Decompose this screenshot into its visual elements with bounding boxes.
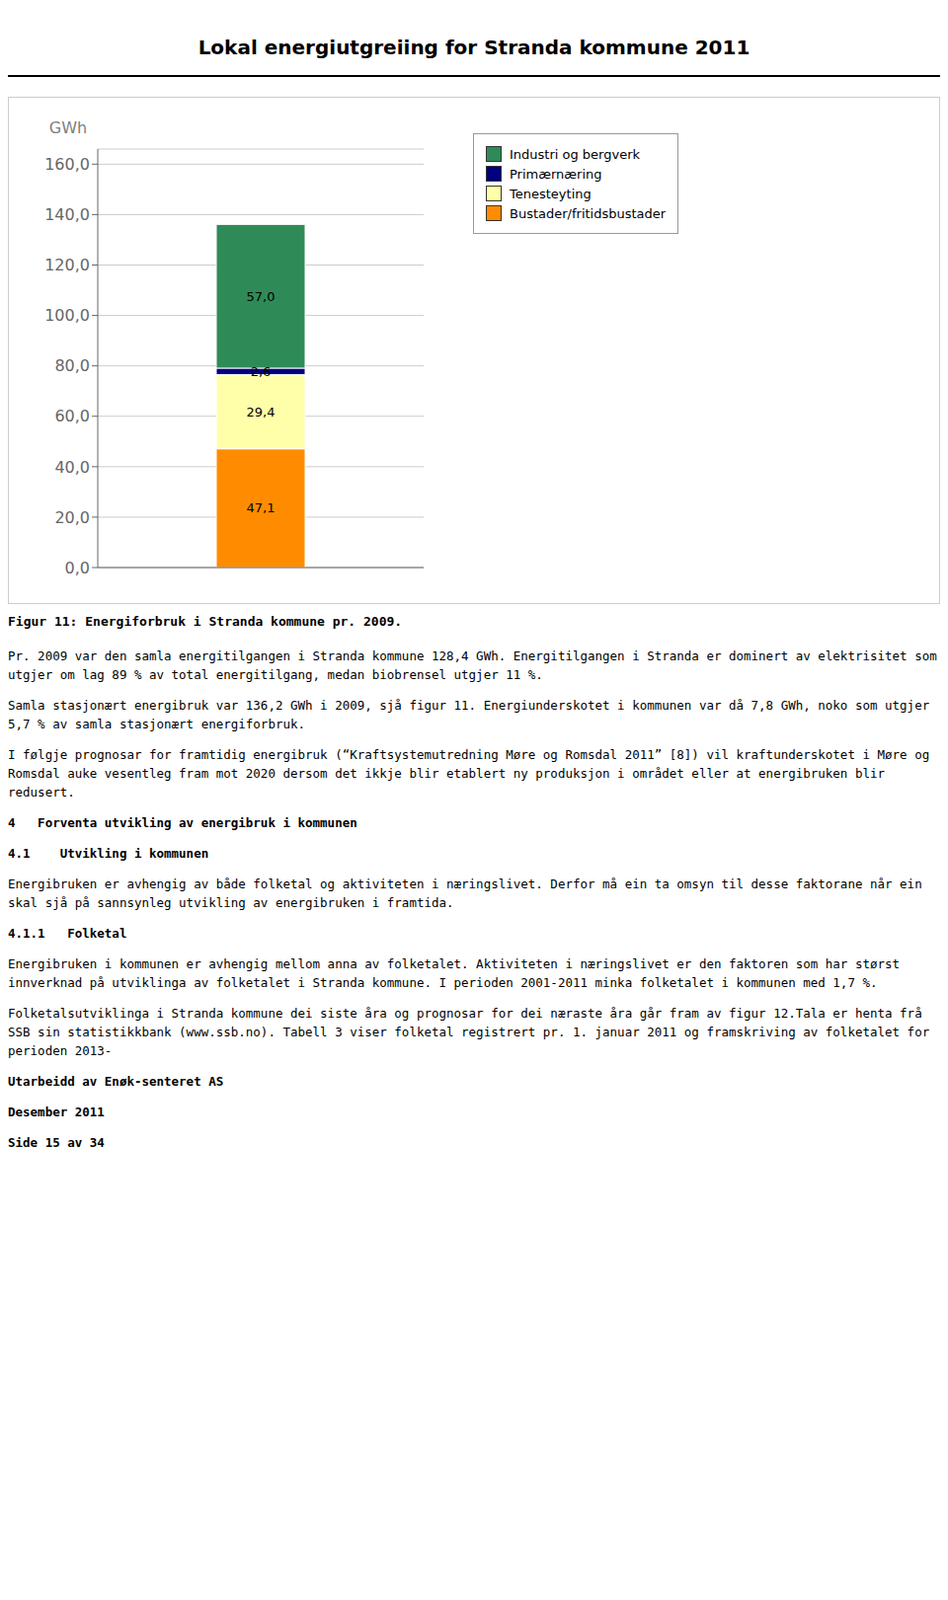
html-text:I følgje prognosar for framtid: I følgje prognosar for framtidig energib… xyxy=(7,747,937,800)
html-text:Energibruken i kommunen er avh: Energibruken i kommunen er avhengig mell… xyxy=(7,956,908,991)
html-text:Side 15 av 34: Side 15 av 34 xyxy=(7,1135,105,1151)
svg-text:160,0: 160,0 xyxy=(44,155,90,174)
html-text:Bustader/fritidsbustader: Bustader/fritidsbustader xyxy=(509,205,666,221)
svg-text:80,0: 80,0 xyxy=(54,356,90,376)
html-text:Figur 11: Energiforbruk i Stra: Figur 11: Energiforbruk i Stranda kommun… xyxy=(7,614,403,630)
html-text:4.1 Utvikling i kommunen: 4.1 Utvikling i kommunen xyxy=(7,846,209,862)
svg-text:2,6: 2,6 xyxy=(250,364,272,380)
html-text:4.1.1 Folketal: 4.1.1 Folketal xyxy=(7,926,127,942)
svg-text:20,0: 20,0 xyxy=(54,508,90,528)
html-text:4 Forventa utvikling av energi: 4 Forventa utvikling av energibruk i kom… xyxy=(7,815,358,831)
html-text:Industri og bergverk: Industri og bergverk xyxy=(509,146,640,162)
svg-text:40,0: 40,0 xyxy=(54,458,90,477)
html-text:Pr. 2009 var den samla energit: Pr. 2009 var den samla energitilgangen i… xyxy=(7,648,945,683)
svg-text:140,0: 140,0 xyxy=(44,205,90,225)
svg-text:GWh: GWh xyxy=(49,118,87,138)
svg-text:0,0: 0,0 xyxy=(65,558,90,578)
html-text:Lokal energiutgreiing for Stra: Lokal energiutgreiing for Stranda kommun… xyxy=(198,35,750,60)
svg-text:47,1: 47,1 xyxy=(246,500,276,516)
html-text:Energibruken er avhengig av bå: Energibruken er avhengig av både folketa… xyxy=(7,876,930,911)
html-text:Utarbeidd av Enøk-senteret AS: Utarbeidd av Enøk-senteret AS xyxy=(7,1074,224,1090)
html-text:Tenesteyting: Tenesteyting xyxy=(509,186,592,201)
html-text:Samla stasjonært energibruk va: Samla stasjonært energibruk var 136,2 GW… xyxy=(7,698,937,732)
svg-text:120,0: 120,0 xyxy=(44,255,90,275)
html-text:Folketalsutviklinga i Stranda: Folketalsutviklinga i Stranda kommune de… xyxy=(7,1006,937,1059)
html-text:Desember 2011: Desember 2011 xyxy=(7,1105,105,1120)
svg-text:57,0: 57,0 xyxy=(246,289,276,305)
svg-text:29,4: 29,4 xyxy=(246,404,276,420)
html-text:Primærnæring: Primærnæring xyxy=(509,166,602,182)
svg-text:100,0: 100,0 xyxy=(44,306,90,325)
svg-text:60,0: 60,0 xyxy=(54,406,90,426)
